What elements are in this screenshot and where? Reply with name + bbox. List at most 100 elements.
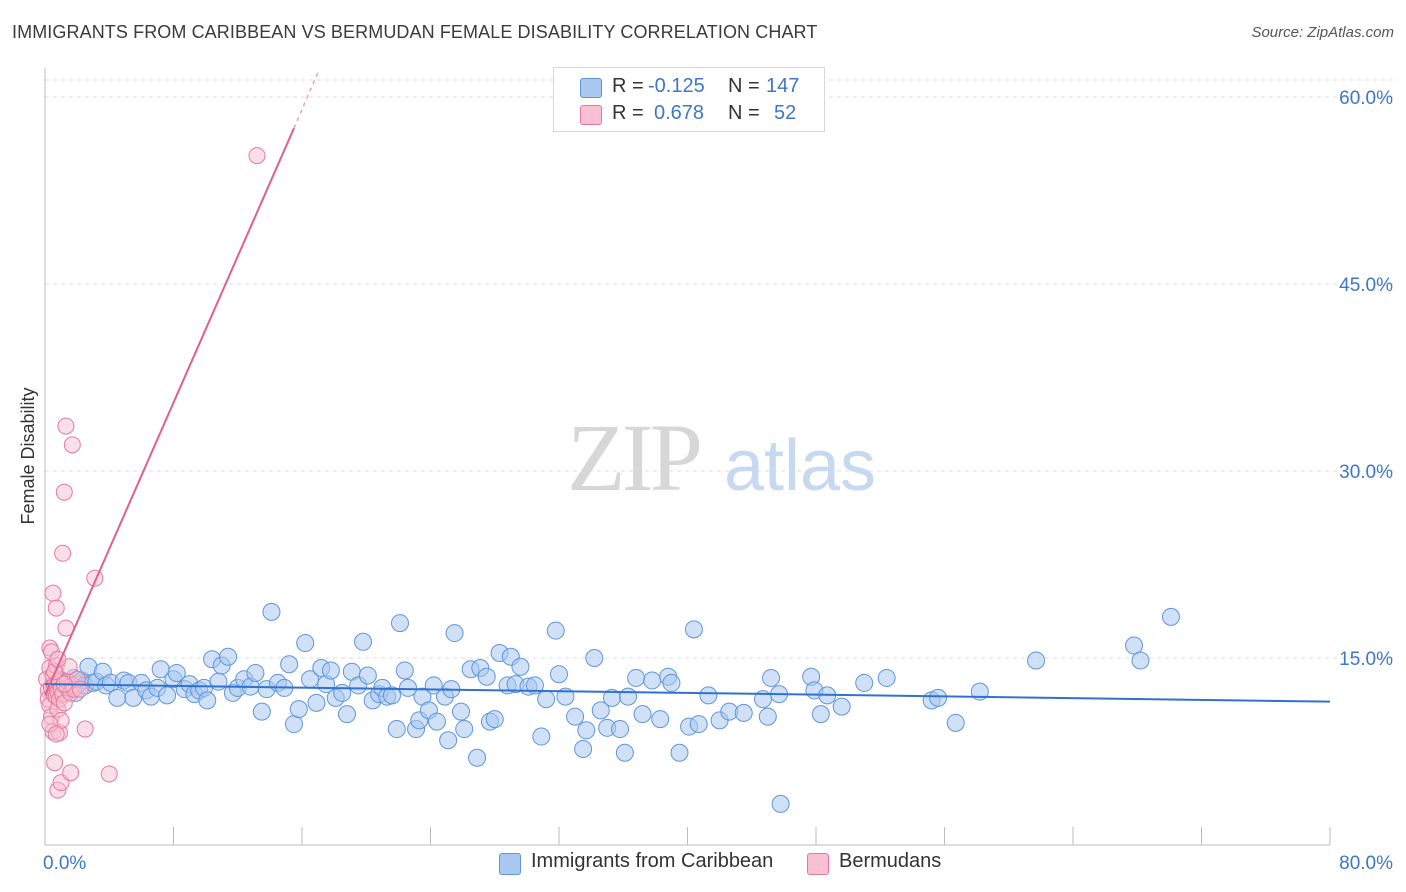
bottom-legend-swatch-caribbean — [499, 853, 521, 875]
data-point-caribbean — [296, 634, 315, 653]
data-point-caribbean — [354, 632, 373, 651]
data-point-caribbean — [811, 705, 830, 724]
y-tick-label: 45.0% — [1339, 275, 1393, 296]
data-point-caribbean — [209, 672, 228, 691]
data-point-caribbean — [670, 743, 689, 762]
x-tick-label: 0.0% — [43, 853, 86, 874]
data-point-caribbean — [1125, 636, 1144, 655]
data-point-caribbean — [511, 657, 530, 676]
bottom-legend-label-caribbean: Immigrants from Caribbean — [531, 850, 774, 872]
trend-lines — [44, 71, 1331, 703]
data-point-caribbean — [1027, 651, 1046, 670]
trendline-caribbean — [44, 683, 1331, 703]
data-point-caribbean — [734, 703, 753, 722]
data-point-caribbean — [439, 731, 458, 750]
y-tick-label: 15.0% — [1339, 649, 1393, 670]
data-point-caribbean — [452, 702, 471, 721]
data-point-bermudans — [47, 599, 65, 617]
data-point-caribbean — [455, 720, 474, 739]
data-point-caribbean — [167, 663, 186, 682]
data-point-caribbean — [929, 688, 948, 707]
data-point-bermudans — [76, 720, 94, 738]
bottom-legend-swatch-bermudans — [807, 853, 829, 875]
data-point-bermudans — [71, 680, 89, 698]
chart-title: IMMIGRANTS FROM CARIBBEAN VS BERMUDAN FE… — [12, 22, 818, 42]
data-point-caribbean — [566, 707, 585, 726]
data-point-caribbean — [108, 688, 127, 707]
trendline-bermudans-extension — [293, 71, 319, 129]
legend-r-value: -0.125 — [648, 75, 705, 97]
legend-r-label: R = — [612, 102, 644, 124]
data-point-caribbean — [577, 721, 596, 740]
data-point-caribbean — [525, 676, 544, 695]
data-point-caribbean — [591, 701, 610, 720]
trendline-bermudans — [44, 127, 295, 696]
data-point-bermudans — [57, 417, 75, 435]
data-point-caribbean — [619, 687, 638, 706]
data-point-caribbean — [627, 668, 646, 687]
data-point-caribbean — [382, 686, 401, 705]
data-point-caribbean — [550, 665, 568, 684]
bottom-legend-label-bermudans: Bermudans — [839, 850, 942, 872]
data-point-caribbean — [427, 712, 446, 731]
data-point-caribbean — [615, 743, 634, 762]
data-point-caribbean — [390, 614, 409, 633]
data-point-caribbean — [946, 713, 965, 732]
data-point-caribbean — [485, 710, 504, 729]
data-point-caribbean — [855, 673, 874, 692]
data-point-caribbean — [877, 668, 896, 687]
y-tick-label: 30.0% — [1339, 462, 1393, 483]
data-point-caribbean — [333, 683, 352, 702]
data-point-bermudans — [62, 764, 80, 782]
data-point-caribbean — [252, 702, 271, 721]
data-point-caribbean — [289, 700, 308, 719]
data-point-caribbean — [158, 686, 177, 705]
data-point-caribbean — [280, 655, 299, 674]
data-point-caribbean — [399, 678, 418, 697]
data-point-caribbean — [262, 602, 281, 621]
data-point-caribbean — [643, 671, 662, 690]
data-point-caribbean — [556, 687, 575, 706]
watermark-atlas: atlas — [724, 426, 876, 506]
x-tick-labels: 0.0% 80.0% — [43, 853, 1393, 874]
data-point-caribbean — [611, 720, 630, 739]
data-point-caribbean — [585, 649, 604, 667]
data-point-bermudans — [46, 754, 64, 772]
data-point-caribbean — [358, 666, 377, 685]
data-point-caribbean — [689, 715, 708, 734]
data-point-caribbean — [321, 661, 340, 680]
data-point-caribbean — [771, 794, 790, 813]
data-point-caribbean — [758, 707, 777, 726]
watermark: ZIP atlas — [567, 404, 876, 511]
data-point-caribbean — [477, 667, 496, 686]
legend-n-value: 147 — [766, 75, 800, 97]
legend-n-label: N = — [728, 102, 760, 124]
data-point-caribbean — [1161, 607, 1180, 626]
data-point-caribbean — [219, 647, 238, 666]
data-point-bermudans — [47, 725, 65, 743]
data-point-caribbean — [532, 727, 551, 746]
data-point-caribbean — [1131, 651, 1150, 670]
data-point-caribbean — [684, 620, 703, 639]
data-point-caribbean — [574, 740, 593, 759]
data-point-caribbean — [762, 668, 781, 687]
data-point-caribbean — [699, 686, 718, 705]
data-point-bermudans — [55, 483, 73, 501]
y-tick-label: 60.0% — [1339, 88, 1393, 109]
legend-n-label: N = — [728, 75, 760, 97]
source-label: Source: ZipAtlas.com — [1251, 24, 1394, 41]
data-point-bermudans — [63, 436, 81, 454]
data-point-caribbean — [284, 715, 303, 734]
x-tick-label: 80.0% — [1339, 853, 1393, 874]
watermark-zip: ZIP — [567, 404, 700, 511]
data-point-caribbean — [246, 663, 265, 682]
data-point-caribbean — [307, 693, 326, 712]
legend-n-value: 52 — [774, 102, 797, 124]
data-point-caribbean — [337, 705, 356, 724]
data-point-bermudans — [248, 147, 266, 165]
data-point-caribbean — [468, 748, 487, 767]
y-tick-labels: 15.0% 30.0% 45.0% 60.0% — [1339, 88, 1393, 670]
data-point-caribbean — [546, 621, 565, 640]
legend-swatch-caribbean — [580, 78, 602, 98]
